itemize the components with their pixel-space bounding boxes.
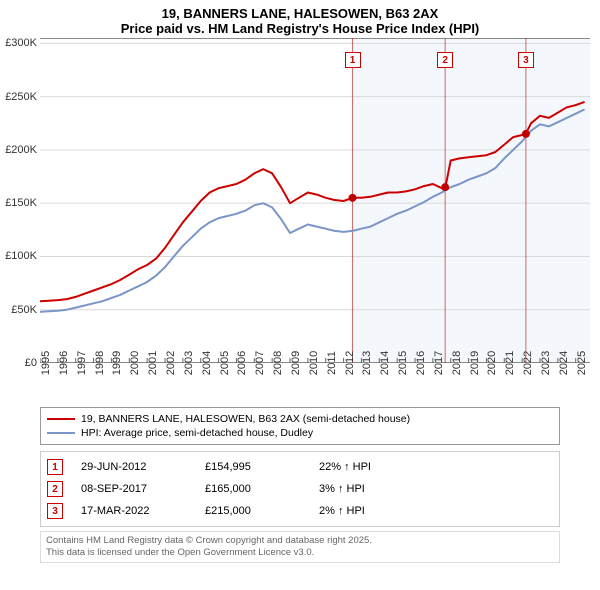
sale-row: 3 17-MAR-2022 £215,000 2% ↑ HPI: [47, 500, 553, 522]
sale-delta: 3% ↑ HPI: [319, 483, 553, 495]
sale-date: 29-JUN-2012: [81, 461, 201, 473]
sale-delta: 22% ↑ HPI: [319, 461, 553, 473]
attribution-line: Contains HM Land Registry data © Crown c…: [46, 535, 554, 547]
sale-marker-badge: 3: [47, 503, 63, 519]
x-tick-label: 2012: [344, 351, 356, 375]
chart-sale-marker: 2: [437, 52, 453, 68]
x-tick-label: 2015: [397, 351, 409, 375]
x-tick-label: 2009: [290, 351, 302, 375]
sale-marker-badge: 1: [47, 459, 63, 475]
x-tick-label: 1999: [111, 351, 123, 375]
x-tick-label: 2007: [254, 351, 266, 375]
x-tick-label: 2002: [165, 351, 177, 375]
sale-price: £165,000: [205, 483, 315, 495]
x-tick-label: 2003: [183, 351, 195, 375]
sale-date: 17-MAR-2022: [81, 505, 201, 517]
y-tick-label: £100K: [5, 250, 40, 262]
x-tick-label: 2008: [272, 351, 284, 375]
x-tick-label: 2005: [219, 351, 231, 375]
y-tick-label: £300K: [5, 37, 40, 49]
sale-row: 1 29-JUN-2012 £154,995 22% ↑ HPI: [47, 456, 553, 478]
x-tick-label: 2001: [147, 351, 159, 375]
x-tick-label: 2000: [129, 351, 141, 375]
chart-sale-marker: 1: [345, 52, 361, 68]
x-tick-label: 2022: [522, 351, 534, 375]
price-chart: £0£50K£100K£150K£200K£250K£300K123: [40, 38, 590, 363]
legend-label: 19, BANNERS LANE, HALESOWEN, B63 2AX (se…: [81, 413, 410, 425]
chart-titles: 19, BANNERS LANE, HALESOWEN, B63 2AX Pri…: [0, 0, 600, 38]
sale-row: 2 08-SEP-2017 £165,000 3% ↑ HPI: [47, 478, 553, 500]
x-tick-label: 1996: [58, 351, 70, 375]
y-tick-label: £200K: [5, 144, 40, 156]
x-tick-label: 2025: [576, 351, 588, 375]
x-tick-label: 2021: [504, 351, 516, 375]
x-tick-label: 2006: [236, 351, 248, 375]
chart-sale-marker: 3: [518, 52, 534, 68]
x-tick-label: 2024: [558, 351, 570, 375]
x-tick-label: 2004: [201, 351, 213, 375]
x-tick-label: 1995: [40, 351, 52, 375]
x-tick-label: 1997: [76, 351, 88, 375]
y-tick-label: £50K: [11, 304, 40, 316]
x-tick-label: 2016: [415, 351, 427, 375]
x-tick-label: 1998: [94, 351, 106, 375]
sale-delta: 2% ↑ HPI: [319, 505, 553, 517]
legend-box: 19, BANNERS LANE, HALESOWEN, B63 2AX (se…: [40, 407, 560, 445]
x-tick-label: 2020: [486, 351, 498, 375]
sale-price: £154,995: [205, 461, 315, 473]
legend-swatch: [47, 432, 75, 434]
sale-price: £215,000: [205, 505, 315, 517]
x-tick-label: 2010: [308, 351, 320, 375]
legend-swatch: [47, 418, 75, 420]
x-tick-label: 2014: [379, 351, 391, 375]
sale-date: 08-SEP-2017: [81, 483, 201, 495]
y-tick-label: £250K: [5, 91, 40, 103]
sale-marker-badge: 2: [47, 481, 63, 497]
x-tick-label: 2011: [326, 351, 338, 375]
title-address: 19, BANNERS LANE, HALESOWEN, B63 2AX: [4, 6, 596, 21]
y-tick-label: £0: [25, 357, 40, 369]
x-tick-label: 2017: [433, 351, 445, 375]
x-tick-label: 2018: [451, 351, 463, 375]
x-tick-label: 2023: [540, 351, 552, 375]
legend-label: HPI: Average price, semi-detached house,…: [81, 427, 313, 439]
x-tick-label: 2019: [469, 351, 481, 375]
y-tick-label: £150K: [5, 197, 40, 209]
attribution-line: This data is licensed under the Open Gov…: [46, 547, 554, 559]
x-axis-labels: 1995199619971998199920002001200220032004…: [40, 363, 590, 403]
x-tick-label: 2013: [361, 351, 373, 375]
chart-svg: [40, 38, 590, 363]
legend-row: 19, BANNERS LANE, HALESOWEN, B63 2AX (se…: [47, 412, 553, 426]
legend-row: HPI: Average price, semi-detached house,…: [47, 426, 553, 440]
sales-list: 1 29-JUN-2012 £154,995 22% ↑ HPI 2 08-SE…: [40, 451, 560, 527]
title-subtitle: Price paid vs. HM Land Registry's House …: [4, 21, 596, 36]
attribution-box: Contains HM Land Registry data © Crown c…: [40, 531, 560, 563]
